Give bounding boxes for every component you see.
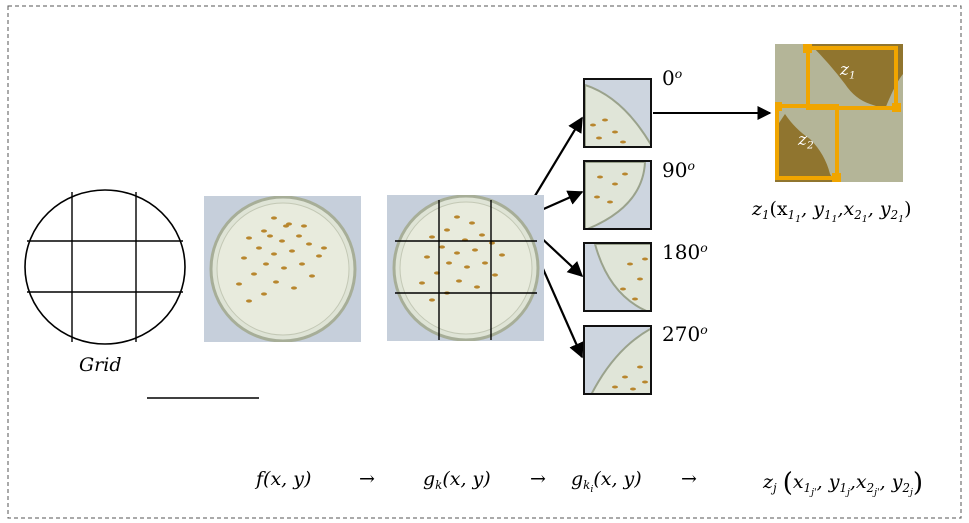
- formula-arrow-2: →: [530, 468, 546, 490]
- tile-rotation-270: [583, 325, 652, 395]
- outer-dashed-frame: [7, 5, 962, 519]
- formula-gki: gki(x, y): [571, 468, 642, 495]
- grid-ellipse: [24, 189, 186, 345]
- angle-label-90: 90o: [662, 158, 695, 182]
- gridded-dish-photo: [387, 195, 544, 341]
- formula-arrow-1: →: [359, 468, 375, 490]
- formula-g: gk(x, y): [423, 468, 491, 493]
- angle-label-270: 270o: [662, 322, 708, 346]
- z1-coordinates-label: z1(x11, y11,x21, y21): [752, 198, 912, 225]
- tile-rotation-90: [583, 160, 652, 230]
- formula-f: f(x, y): [256, 468, 312, 490]
- angle-label-0: 0o: [662, 66, 683, 90]
- formula-arrow-3: →: [681, 468, 697, 490]
- tile-rotation-0: [583, 78, 652, 148]
- grid-label: Grid: [79, 354, 122, 376]
- z2-box-label: z2: [798, 130, 814, 152]
- angle-label-180: 180o: [662, 240, 708, 264]
- z1-box-label: z1: [840, 60, 856, 82]
- petri-dish-photo: [204, 196, 361, 342]
- tile-rotation-180: [583, 242, 652, 312]
- zoomed-detection-tile: z1 z2: [775, 44, 903, 182]
- formula-zj: zj (x1j', y1j,x2j', y2j): [763, 468, 924, 498]
